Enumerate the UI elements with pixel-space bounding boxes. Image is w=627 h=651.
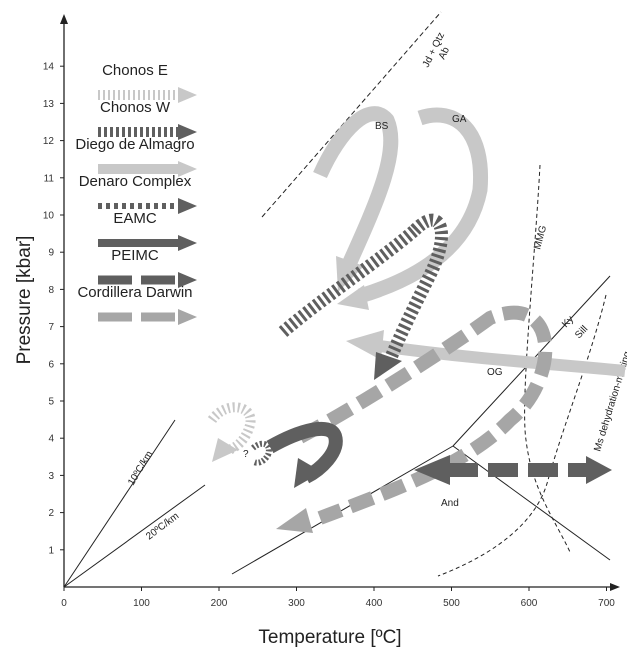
legend-arrowhead — [178, 235, 197, 251]
label-ga: GA — [452, 114, 467, 125]
y-tick-label: 3 — [48, 471, 54, 482]
path-diego-de-almagro-bs — [313, 106, 399, 266]
y-tick-label: 2 — [48, 508, 54, 519]
label-og: OG — [487, 367, 503, 378]
y-tick-label: 1 — [48, 545, 54, 556]
y-tick-label: 9 — [48, 248, 54, 259]
legend: Chonos E Chonos W Diego de Almagro Denaro C… — [75, 62, 197, 325]
mmg-line — [524, 164, 571, 553]
path-diego-de-almagro-og-head — [346, 330, 384, 360]
and-label: And — [441, 498, 459, 509]
x-ticks: 0 100 200 300 400 500 600 700 — [61, 587, 615, 609]
legend-arrowhead — [178, 124, 197, 140]
x-tick-label: 600 — [521, 598, 538, 609]
legend-label: Diego de Almagro — [75, 136, 194, 153]
path-chonos-w-head — [374, 352, 402, 380]
mmg-label: MMG — [532, 224, 549, 251]
label-question: ? — [243, 449, 249, 460]
legend-label: Chonos W — [100, 99, 171, 116]
y-axis-arrow — [60, 14, 68, 24]
x-tick-label: 0 — [61, 598, 67, 609]
y-tick-label: 12 — [43, 136, 55, 147]
legend-label: Cordillera Darwin — [77, 284, 192, 301]
path-eamc — [266, 421, 343, 484]
legend-arrowhead — [178, 272, 197, 288]
x-tick-label: 200 — [211, 598, 228, 609]
legend-arrowhead — [178, 87, 197, 103]
path-diego-de-almagro-og — [379, 340, 626, 377]
path-cordillera-darwin-1 — [296, 305, 553, 525]
pt-paths — [207, 106, 626, 533]
y-tick-label: 10 — [43, 211, 55, 222]
gradient-10-label: 10ºC/km — [126, 449, 155, 487]
x-axis-title: Temperature [ºC] — [258, 627, 401, 648]
x-axis-arrow — [610, 583, 620, 591]
legend-arrowhead — [178, 309, 197, 325]
x-tick-label: 100 — [133, 598, 150, 609]
path-chonos-e-head — [212, 438, 238, 462]
path-peimc-head-right — [586, 456, 612, 484]
x-tick-label: 400 — [366, 598, 383, 609]
gradient-10-line — [63, 419, 176, 588]
path-chonos-w-1 — [278, 225, 420, 337]
path-diego-de-almagro-ga-head — [337, 285, 369, 310]
path-diego-de-almagro-bs-head — [336, 256, 364, 292]
path-peimc-head-left — [414, 455, 450, 485]
y-tick-label: 13 — [43, 99, 55, 110]
path-denaro — [251, 440, 272, 466]
y-tick-label: 4 — [48, 434, 54, 445]
path-cordillera-darwin-head — [276, 508, 313, 533]
path-chonos-w-2 — [383, 213, 448, 363]
ms-melting-line — [437, 294, 607, 577]
y-axis-title: Pressure [kbar] — [14, 236, 35, 365]
legend-label: Denaro Complex — [79, 173, 192, 190]
y-tick-label: 6 — [48, 359, 54, 370]
axes — [60, 14, 620, 591]
x-tick-label: 700 — [598, 598, 615, 609]
ab-label: Ab — [437, 45, 452, 61]
reaction-lines — [63, 11, 611, 588]
x-tick-label: 500 — [443, 598, 460, 609]
sill-label: Sill — [573, 324, 590, 341]
y-tick-label: 7 — [48, 322, 54, 333]
y-tick-label: 14 — [43, 62, 55, 73]
legend-label: PEIMC — [111, 247, 159, 264]
path-eamc-head — [294, 458, 322, 488]
y-tick-label: 8 — [48, 285, 54, 296]
legend-label: Chonos E — [102, 62, 168, 79]
and-sill-line — [231, 445, 454, 575]
y-tick-label: 5 — [48, 397, 54, 408]
legend-arrowhead — [178, 198, 197, 214]
ky-and-line — [452, 445, 611, 561]
legend-label: EAMC — [113, 210, 157, 227]
label-bs: BS — [375, 121, 389, 132]
legend-arrowhead — [178, 161, 197, 177]
x-tick-label: 300 — [288, 598, 305, 609]
y-tick-label: 11 — [44, 173, 55, 184]
gradient-20-line — [63, 484, 206, 588]
path-diego-de-almagro-ga — [357, 107, 489, 304]
path-chonos-e — [207, 402, 256, 455]
jd-qtz-ab-line — [261, 11, 442, 218]
